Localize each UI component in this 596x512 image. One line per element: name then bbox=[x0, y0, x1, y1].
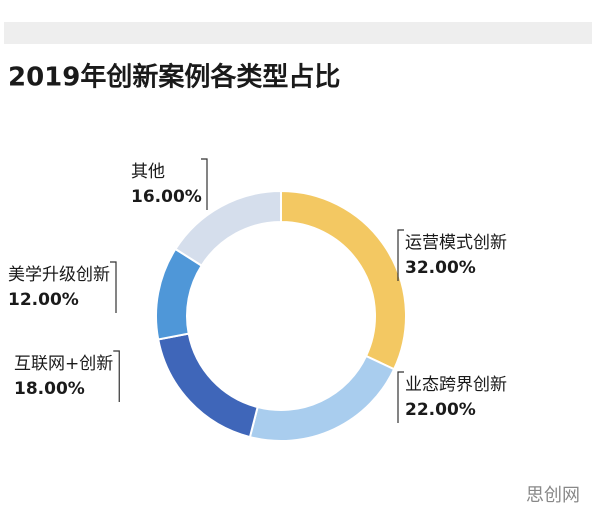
segment-label: 美学升级创新 bbox=[8, 265, 110, 285]
segment-value-label: 18.00% bbox=[14, 379, 85, 399]
watermark: 思创网 bbox=[526, 485, 580, 506]
callout-bracket bbox=[397, 371, 404, 423]
segment-label: 其他 bbox=[131, 162, 165, 182]
segment-value-label: 32.00% bbox=[405, 258, 476, 278]
donut-segment bbox=[248, 354, 396, 442]
segment-value-label: 16.00% bbox=[131, 187, 202, 207]
header-bar bbox=[4, 22, 592, 44]
callout-bracket bbox=[113, 350, 120, 402]
donut-segment bbox=[280, 189, 407, 371]
callout-bracket bbox=[397, 229, 404, 281]
donut-segment bbox=[174, 189, 282, 268]
segment-label: 运营模式创新 bbox=[405, 233, 507, 253]
chart-title: 2019年创新案例各类型占比 bbox=[8, 62, 340, 93]
segment-label: 互联网+创新 bbox=[14, 354, 113, 374]
segment-value-label: 12.00% bbox=[8, 290, 79, 310]
donut-segment bbox=[157, 332, 259, 439]
segment-label: 业态跨界创新 bbox=[405, 375, 507, 395]
donut-segment bbox=[155, 247, 204, 341]
callout-bracket bbox=[201, 158, 208, 210]
callout-bracket bbox=[110, 261, 117, 313]
segment-value-label: 22.00% bbox=[405, 400, 476, 420]
